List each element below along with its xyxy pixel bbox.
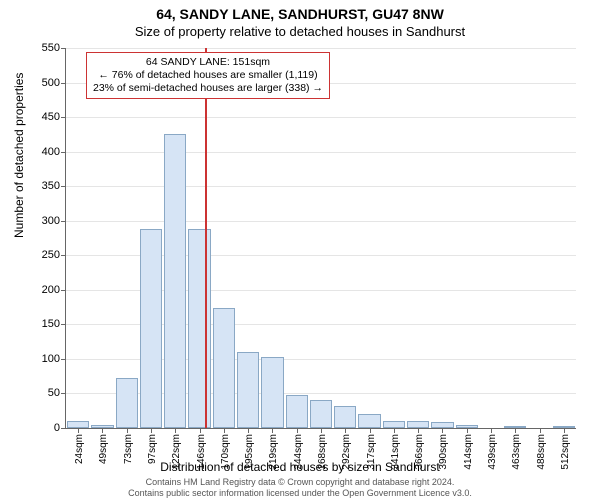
x-tick-mark <box>272 428 273 433</box>
grid-line <box>66 48 576 49</box>
y-tick-mark <box>61 221 66 222</box>
y-tick-label: 450 <box>42 111 60 123</box>
chart-container: 64, SANDY LANE, SANDHURST, GU47 8NW Size… <box>0 0 600 500</box>
histogram-bar <box>358 414 380 428</box>
histogram-bar <box>188 229 210 428</box>
y-tick-mark <box>61 48 66 49</box>
x-tick-mark <box>515 428 516 433</box>
annotation-line2: ← 76% of detached houses are smaller (1,… <box>93 69 323 82</box>
x-tick-mark <box>78 428 79 433</box>
y-tick-label: 300 <box>42 215 60 227</box>
x-tick-mark <box>418 428 419 433</box>
footer-line2: Contains public sector information licen… <box>0 488 600 498</box>
y-tick-label: 50 <box>48 387 60 399</box>
histogram-bar <box>213 308 235 428</box>
y-tick-label: 200 <box>42 284 60 296</box>
y-tick-mark <box>61 186 66 187</box>
x-tick-mark <box>491 428 492 433</box>
histogram-bar <box>164 134 186 428</box>
grid-line <box>66 152 576 153</box>
histogram-bar <box>407 421 429 428</box>
x-tick-mark <box>467 428 468 433</box>
y-tick-mark <box>61 83 66 84</box>
y-tick-mark <box>61 152 66 153</box>
annotation-box: 64 SANDY LANE: 151sqm ← 76% of detached … <box>86 52 330 99</box>
y-tick-mark <box>61 393 66 394</box>
x-tick-mark <box>127 428 128 433</box>
y-tick-mark <box>61 359 66 360</box>
histogram-bar <box>116 378 138 428</box>
grid-line <box>66 186 576 187</box>
y-tick-label: 100 <box>42 353 60 365</box>
x-tick-mark <box>151 428 152 433</box>
y-tick-label: 400 <box>42 146 60 158</box>
y-tick-label: 0 <box>54 422 60 434</box>
y-tick-label: 500 <box>42 77 60 89</box>
x-tick-mark <box>564 428 565 433</box>
y-tick-mark <box>61 290 66 291</box>
histogram-bar <box>310 400 332 428</box>
x-tick-mark <box>370 428 371 433</box>
x-tick-mark <box>345 428 346 433</box>
x-tick-mark <box>175 428 176 433</box>
x-tick-mark <box>248 428 249 433</box>
reference-line <box>205 48 207 428</box>
x-tick-mark <box>540 428 541 433</box>
annotation-line1: 64 SANDY LANE: 151sqm <box>93 56 323 69</box>
footer-line1: Contains HM Land Registry data © Crown c… <box>0 477 600 487</box>
y-tick-mark <box>61 255 66 256</box>
x-tick-mark <box>297 428 298 433</box>
grid-line <box>66 221 576 222</box>
histogram-bar <box>383 421 405 428</box>
footer-attribution: Contains HM Land Registry data © Crown c… <box>0 477 600 498</box>
y-tick-mark <box>61 324 66 325</box>
histogram-bar <box>286 395 308 428</box>
histogram-bar <box>261 357 283 428</box>
y-tick-label: 550 <box>42 42 60 54</box>
plot-area: 05010015020025030035040045050055024sqm49… <box>65 48 576 429</box>
y-tick-label: 250 <box>42 249 60 261</box>
x-axis-label: Distribution of detached houses by size … <box>0 460 600 474</box>
chart-title: 64, SANDY LANE, SANDHURST, GU47 8NW <box>0 0 600 22</box>
x-tick-mark <box>200 428 201 433</box>
grid-line <box>66 117 576 118</box>
y-tick-mark <box>61 117 66 118</box>
histogram-bar <box>140 229 162 428</box>
y-axis-label: Number of detached properties <box>12 73 26 238</box>
x-tick-mark <box>321 428 322 433</box>
histogram-bar <box>67 421 89 428</box>
histogram-bar <box>334 406 356 428</box>
x-tick-mark <box>442 428 443 433</box>
chart-subtitle: Size of property relative to detached ho… <box>0 22 600 39</box>
annotation-line3: 23% of semi-detached houses are larger (… <box>93 82 323 95</box>
x-tick-mark <box>102 428 103 433</box>
y-tick-mark <box>61 428 66 429</box>
x-tick-mark <box>224 428 225 433</box>
histogram-bar <box>237 352 259 428</box>
x-tick-mark <box>394 428 395 433</box>
y-tick-label: 350 <box>42 180 60 192</box>
y-tick-label: 150 <box>42 318 60 330</box>
